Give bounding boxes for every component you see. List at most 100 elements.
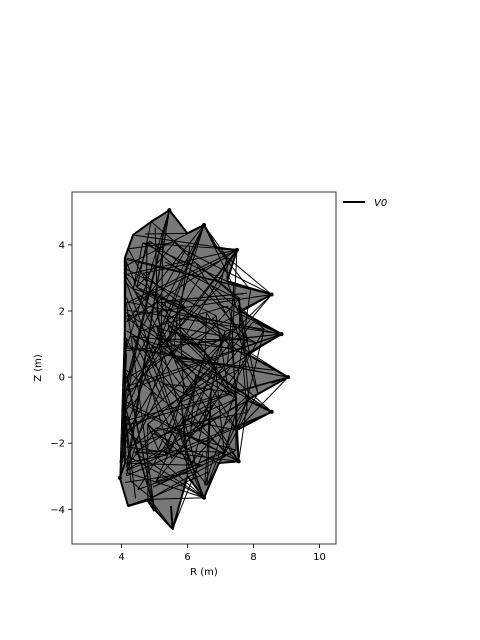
mesh-edge (126, 312, 240, 462)
mesh-vertex-marker (269, 409, 274, 414)
mesh-edge (126, 347, 289, 378)
mesh-vertex-marker (269, 292, 274, 297)
mesh-edge (147, 424, 159, 451)
mesh-edge (126, 455, 205, 499)
mesh-edge (125, 282, 205, 498)
mesh-edge (171, 450, 225, 453)
mesh-edge (139, 250, 186, 332)
mesh-edge (126, 411, 272, 477)
mesh-edge (126, 333, 282, 352)
mesh-edge (126, 317, 272, 413)
mesh-vertex-marker (286, 375, 291, 380)
mesh-edge (126, 273, 289, 378)
mesh-edge (124, 471, 198, 483)
x-tick-label: 10 (313, 552, 326, 563)
mesh-edge (126, 249, 238, 323)
legend-label-v0: V0 (374, 198, 387, 209)
mesh-edge (126, 415, 220, 448)
mesh-edge (126, 224, 205, 323)
mesh-edge (126, 333, 282, 387)
mesh-vertex-marker (202, 495, 206, 500)
mesh-edge (126, 333, 282, 391)
mesh-edge (125, 224, 205, 427)
mesh-edge (126, 301, 282, 335)
mesh-vertex-marker (152, 507, 157, 512)
y-axis: −4 −2 0 2 4 (50, 240, 72, 516)
mesh-edge (238, 394, 249, 462)
mesh-edge (126, 224, 205, 380)
mesh-edge (154, 227, 158, 318)
mesh-edge (173, 357, 274, 371)
mesh-edge (164, 261, 239, 300)
mesh-edge (125, 210, 170, 348)
mesh-edge (180, 366, 243, 400)
mesh-edge (145, 232, 188, 235)
mesh-edge (155, 432, 195, 483)
mesh-vertex-marker (279, 332, 284, 337)
mesh-edge (126, 337, 205, 498)
mesh-edge (126, 293, 272, 317)
mesh-edge (142, 242, 218, 249)
mesh-series-v0 (118, 209, 290, 531)
mesh-edge (126, 276, 240, 462)
mesh-edge (136, 221, 152, 288)
mesh-edge (200, 276, 241, 312)
mesh-edge (126, 259, 272, 295)
mesh-edge (134, 450, 172, 454)
mesh-edge (125, 372, 155, 510)
mesh-edge (125, 415, 155, 510)
mesh-edge (126, 249, 238, 391)
mesh-edge (126, 401, 239, 462)
y-axis-label: Z (m) (33, 354, 44, 382)
mesh-edge (170, 505, 174, 530)
mesh-edge (237, 394, 249, 405)
mesh-edge (126, 294, 272, 379)
mesh-vertex-marker (236, 459, 241, 464)
mesh-edge (137, 465, 203, 491)
mesh-edge (168, 325, 257, 344)
mesh-edge (126, 309, 282, 335)
y-tick-label: 2 (59, 306, 65, 317)
mesh-edge (126, 471, 205, 499)
mesh-vertex-markers (117, 208, 291, 512)
x-axis: 4 6 8 10 (118, 544, 326, 563)
mesh-edge (134, 452, 205, 499)
mesh-edge (164, 292, 247, 302)
mesh-edge (147, 497, 205, 500)
mesh-edge (126, 376, 289, 426)
mesh-edge (147, 471, 209, 500)
mesh-edge (156, 327, 162, 346)
mesh-edge (149, 471, 198, 500)
mesh-edge (204, 390, 237, 486)
x-tick-label: 8 (250, 552, 256, 563)
mesh-vertex-marker (117, 475, 122, 480)
mesh-edge (125, 302, 155, 510)
mesh-edge (126, 312, 272, 413)
mesh-edge (126, 249, 238, 399)
mesh-edge (163, 383, 225, 452)
y-tick-label: −4 (50, 505, 65, 516)
mesh-edge (126, 283, 272, 413)
mesh-vertex-marker (202, 223, 206, 228)
mesh-edge (133, 288, 186, 308)
mesh-vertex-marker (167, 208, 172, 213)
mesh-vertex-marker (119, 459, 124, 464)
y-tick-label: 4 (59, 240, 65, 251)
plot-area (71, 191, 337, 545)
mesh-edge (143, 373, 190, 397)
mesh-edge (125, 297, 205, 498)
mesh-edge (126, 430, 205, 499)
mesh-edge (192, 376, 216, 464)
axes-frame (71, 191, 337, 545)
mesh-edge (216, 247, 251, 291)
mesh-edge (155, 451, 225, 483)
mesh-edge (231, 330, 238, 430)
mesh-edge (126, 369, 239, 462)
mesh-edge (130, 480, 153, 500)
y-tick-label: 0 (59, 373, 65, 384)
mesh-edge (172, 453, 204, 530)
mesh-edge (126, 405, 239, 462)
mesh-outline (118, 209, 290, 531)
x-tick-label: 6 (184, 552, 190, 563)
